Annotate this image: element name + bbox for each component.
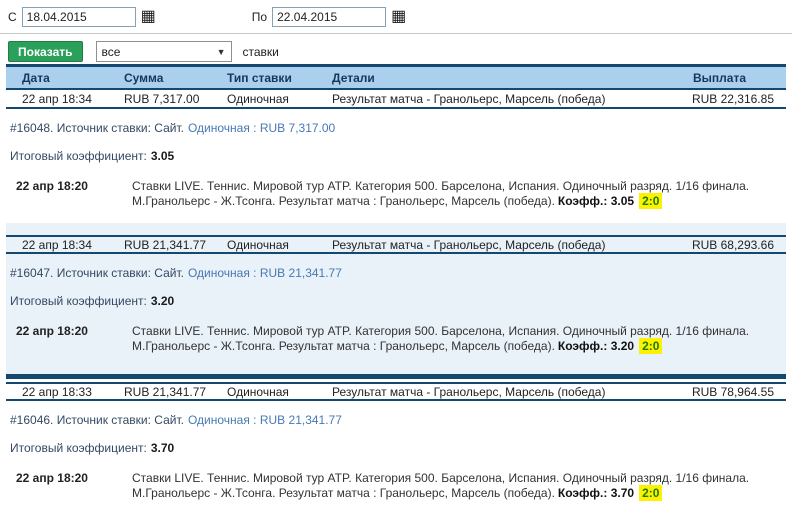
column-header-type: Тип ставки xyxy=(227,70,292,85)
cell-type: Одиночная xyxy=(227,384,289,399)
select-suffix-label: ставки xyxy=(242,44,279,59)
bet-source-link[interactable]: Одиночная : RUB 21,341.77 xyxy=(187,266,342,280)
cell-payout: RUB 22,316.85 xyxy=(691,91,774,106)
event-description: Ставки LIVE. Теннис. Мировой тур ATP. Ка… xyxy=(132,179,786,209)
bet-record: 22 апр 18:34 RUB 21,341.77 Одиночная Рез… xyxy=(6,223,786,374)
cell-type: Одиночная xyxy=(227,237,289,252)
cell-details: Результат матча - Гранольерс, Марсель (п… xyxy=(332,237,606,252)
cell-date: 22 апр 18:33 xyxy=(22,384,92,399)
bet-source-link[interactable]: Одиночная : RUB 21,341.77 xyxy=(187,413,342,427)
table-row: 22 апр 18:33 RUB 21,341.77 Одиночная Рез… xyxy=(6,382,786,401)
coefficient-text: Коэфф.: 3.05 xyxy=(557,194,635,208)
cell-date: 22 апр 18:34 xyxy=(22,91,92,106)
cell-details: Результат матча - Гранольерс, Марсель (п… xyxy=(332,384,606,399)
divider xyxy=(0,33,792,34)
actions-row: Показать все ▼ ставки xyxy=(8,41,792,62)
total-coefficient-line: Итоговый коэффициент: 3.70 xyxy=(10,441,786,456)
table-top-bar xyxy=(6,64,786,67)
cell-payout: RUB 78,964.55 xyxy=(691,384,774,399)
total-coefficient-label: Итоговый коэффициент: xyxy=(10,149,147,163)
cell-amount: RUB 21,341.77 xyxy=(124,384,207,399)
event-line1: Ставки LIVE. Теннис. Мировой тур ATP. Ка… xyxy=(132,179,750,193)
column-header-amount: Сумма xyxy=(124,70,164,85)
bets-table: Дата Сумма Тип ставки Детали Выплата 22 … xyxy=(6,64,786,501)
show-button[interactable]: Показать xyxy=(8,41,83,62)
bet-source-text: #16046. Источник ставки: Сайт. xyxy=(10,413,184,427)
date-to-input[interactable] xyxy=(272,6,387,27)
bet-record: 22 апр 18:33 RUB 21,341.77 Одиночная Рез… xyxy=(6,382,786,501)
cell-amount: RUB 21,341.77 xyxy=(124,237,207,252)
event-detail-row: 22 апр 18:20 Ставки LIVE. Теннис. Мирово… xyxy=(6,179,786,209)
event-date: 22 апр 18:20 xyxy=(16,471,88,485)
record-separator-bar xyxy=(6,374,786,379)
total-coefficient-line: Итоговый коэффициент: 3.20 xyxy=(10,294,786,309)
score-badge: 2:0 xyxy=(639,193,663,209)
bet-source-line: #16047. Источник ставки: Сайт. Одиночная … xyxy=(10,266,786,281)
event-line2: М.Гранольерс - Ж.Тсонга. Результат матча… xyxy=(132,486,555,500)
date-to-label: По xyxy=(251,9,268,24)
total-coefficient-line: Итоговый коэффициент: 3.05 xyxy=(10,149,786,164)
total-coefficient-value: 3.70 xyxy=(150,441,175,455)
event-detail-row: 22 апр 18:20 Ставки LIVE. Теннис. Мирово… xyxy=(6,471,786,501)
coefficient-text: Коэфф.: 3.70 xyxy=(557,486,635,500)
event-description: Ставки LIVE. Теннис. Мировой тур ATP. Ка… xyxy=(132,471,786,501)
cell-type: Одиночная xyxy=(227,91,289,106)
column-header-payout: Выплата xyxy=(693,70,747,85)
total-coefficient-label: Итоговый коэффициент: xyxy=(10,294,147,308)
bet-source-text: #16047. Источник ставки: Сайт. xyxy=(10,266,184,280)
column-header-details: Детали xyxy=(332,70,375,85)
coefficient-text: Коэфф.: 3.20 xyxy=(557,339,635,353)
chevron-down-icon: ▼ xyxy=(216,46,226,57)
select-value: все xyxy=(101,44,121,59)
cell-date: 22 апр 18:34 xyxy=(22,237,92,252)
date-from-label: С xyxy=(8,9,17,24)
date-from-input[interactable] xyxy=(21,6,136,27)
total-coefficient-value: 3.05 xyxy=(150,149,175,163)
table-row: 22 апр 18:34 RUB 21,341.77 Одиночная Рез… xyxy=(6,235,786,254)
calendar-icon[interactable]: ▦ xyxy=(391,7,407,25)
event-line2: М.Гранольерс - Ж.Тсонга. Результат матча… xyxy=(132,194,555,208)
cell-amount: RUB 7,317.00 xyxy=(124,91,200,106)
total-coefficient-value: 3.20 xyxy=(150,294,175,308)
event-description: Ставки LIVE. Теннис. Мировой тур ATP. Ка… xyxy=(132,324,786,354)
table-header-row: Дата Сумма Тип ставки Детали Выплата xyxy=(6,67,786,90)
table-row: 22 апр 18:34 RUB 7,317.00 Одиночная Резу… xyxy=(6,90,786,109)
bet-source-text: #16048. Источник ставки: Сайт. xyxy=(10,121,184,135)
total-coefficient-label: Итоговый коэффициент: xyxy=(10,441,147,455)
score-badge: 2:0 xyxy=(639,485,663,501)
event-line1: Ставки LIVE. Теннис. Мировой тур ATP. Ка… xyxy=(132,471,750,485)
event-line1: Ставки LIVE. Теннис. Мировой тур ATP. Ка… xyxy=(132,324,750,338)
score-badge: 2:0 xyxy=(639,338,663,354)
bet-type-select[interactable]: все ▼ xyxy=(95,41,232,62)
bet-source-line: #16048. Источник ставки: Сайт. Одиночная … xyxy=(10,121,786,136)
calendar-icon[interactable]: ▦ xyxy=(140,7,156,25)
filter-panel: С ▦ По ▦ xyxy=(0,0,792,27)
event-date: 22 апр 18:20 xyxy=(16,324,88,338)
cell-payout: RUB 68,293.66 xyxy=(691,237,774,252)
date-range-row: С ▦ По ▦ xyxy=(8,6,792,27)
bet-source-link[interactable]: Одиночная : RUB 7,317.00 xyxy=(187,121,336,135)
event-line2: М.Гранольерс - Ж.Тсонга. Результат матча… xyxy=(132,339,555,353)
column-header-date: Дата xyxy=(22,70,50,85)
bet-source-line: #16046. Источник ставки: Сайт. Одиночная … xyxy=(10,413,786,428)
bet-record: 22 апр 18:34 RUB 7,317.00 Одиночная Резу… xyxy=(6,90,786,209)
cell-details: Результат матча - Гранольерс, Марсель (п… xyxy=(332,91,606,106)
event-detail-row: 22 апр 18:20 Ставки LIVE. Теннис. Мирово… xyxy=(6,324,786,354)
event-date: 22 апр 18:20 xyxy=(16,179,88,193)
